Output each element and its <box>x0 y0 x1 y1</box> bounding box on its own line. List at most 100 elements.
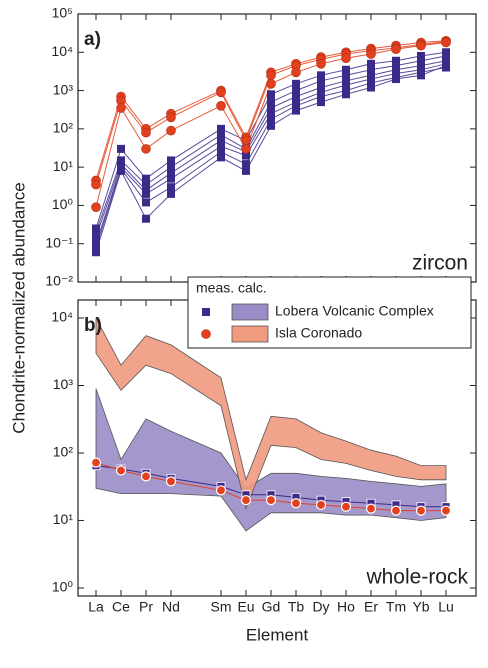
marker <box>166 125 176 136</box>
marker <box>216 87 226 98</box>
legend: meas. calc. Lobera Volcanic Complex Isla C… <box>187 276 472 349</box>
marker <box>291 67 301 78</box>
panel-label: a) <box>84 29 101 50</box>
x-tick-label: Er <box>364 599 378 615</box>
x-tick-label: Gd <box>262 599 281 615</box>
marker <box>167 163 175 172</box>
marker <box>92 228 100 237</box>
series-line <box>95 60 447 238</box>
marker <box>142 180 150 189</box>
legend-label: Lobera Volcanic Complex <box>275 303 434 319</box>
marker <box>342 71 350 80</box>
series-line <box>95 51 447 229</box>
marker <box>367 65 375 74</box>
marker <box>442 51 450 60</box>
marker <box>166 112 176 123</box>
marker <box>367 59 375 68</box>
marker <box>267 109 275 118</box>
marker <box>91 179 101 190</box>
marker <box>167 189 175 198</box>
x-tick-label: Lu <box>438 599 454 615</box>
panel-label: b) <box>84 315 102 336</box>
marker <box>292 106 300 115</box>
marker <box>317 92 325 101</box>
marker <box>316 59 326 69</box>
marker <box>442 61 450 70</box>
x-tick-label: Dy <box>312 599 329 615</box>
marker <box>392 56 400 65</box>
marker <box>292 86 300 95</box>
marker <box>217 136 225 145</box>
series-line <box>95 65 447 253</box>
y-tick-label: 10² <box>53 120 74 136</box>
y-tick-label: 10⁵ <box>52 5 73 21</box>
marker <box>417 51 425 60</box>
marker <box>416 40 426 51</box>
x-tick-label: Ho <box>337 599 355 615</box>
series-line <box>95 55 447 233</box>
marker <box>317 98 325 107</box>
marker <box>315 499 327 511</box>
marker <box>340 501 352 512</box>
y-tick-label: 10¹ <box>53 511 74 527</box>
y-tick-label: 10³ <box>53 376 74 392</box>
marker <box>417 56 425 65</box>
marker <box>392 75 400 84</box>
marker <box>292 92 300 101</box>
marker <box>392 69 400 78</box>
panel-annotation: whole-rock <box>365 566 468 589</box>
x-axis-title: Element <box>246 625 309 644</box>
marker <box>342 65 350 74</box>
marker <box>142 214 150 223</box>
marker <box>141 144 151 154</box>
marker <box>92 248 100 257</box>
marker <box>242 166 250 175</box>
marker <box>417 61 425 70</box>
range-band <box>95 317 447 510</box>
y-tick-label: 10⁴ <box>51 309 73 325</box>
legend-title: meas. calc. <box>196 280 267 296</box>
marker <box>141 127 151 138</box>
marker <box>167 174 175 183</box>
marker <box>366 49 376 59</box>
marker <box>90 457 102 468</box>
marker <box>392 61 400 70</box>
x-tick-label: Ce <box>112 599 130 615</box>
y-tick-label: 10⁴ <box>51 43 73 59</box>
x-tick-label: Eu <box>237 599 254 615</box>
marker <box>240 495 252 506</box>
marker <box>165 476 177 487</box>
marker <box>415 505 427 516</box>
panel-annotation: zircon <box>412 252 468 275</box>
marker <box>217 153 225 162</box>
x-tick-label: La <box>88 599 104 615</box>
marker <box>267 121 275 130</box>
marker <box>267 104 275 113</box>
y-axis-title: Chondrite-normalized abundance <box>9 182 28 433</box>
plot-frame <box>77 13 477 283</box>
marker <box>390 505 402 516</box>
marker <box>241 135 251 146</box>
marker <box>317 83 325 92</box>
x-tick-label: Tm <box>386 599 406 615</box>
y-tick-label: 10⁰ <box>52 579 74 595</box>
marker <box>242 160 250 169</box>
marker <box>242 151 250 160</box>
legend-swatch <box>231 303 269 321</box>
marker <box>266 79 276 89</box>
x-tick-label: Sm <box>211 599 232 615</box>
marker <box>167 183 175 192</box>
y-tick-label: 10⁰ <box>52 196 74 212</box>
legend-marker <box>202 308 210 316</box>
marker <box>441 37 451 48</box>
y-tick-label: 10¹ <box>53 158 74 174</box>
marker <box>140 471 152 482</box>
series-line <box>95 67 447 248</box>
marker <box>217 147 225 156</box>
marker <box>92 232 100 241</box>
marker <box>417 71 425 80</box>
marker <box>117 144 125 153</box>
marker <box>265 495 277 506</box>
marker <box>92 243 100 252</box>
